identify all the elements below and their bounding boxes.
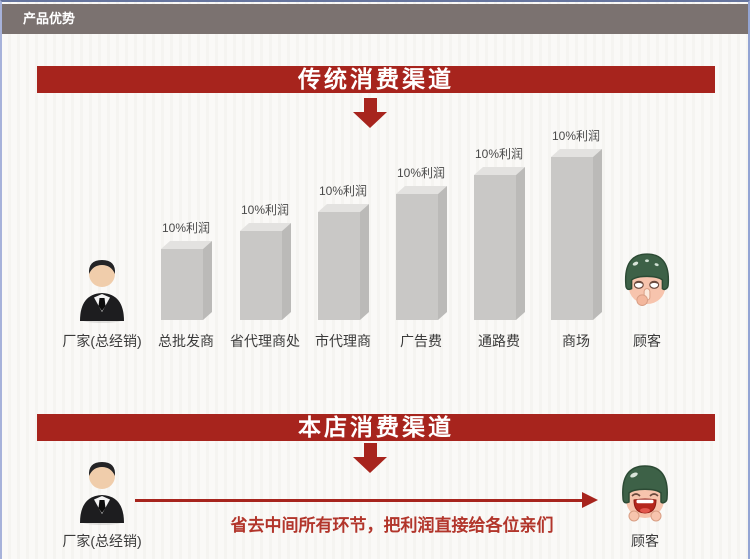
- bar-value-label: 10%利润: [240, 203, 290, 217]
- flow-start-label: 厂家(总经销): [62, 533, 142, 549]
- chart-end-column: 顾客: [602, 250, 692, 350]
- chart-start-column: 厂家(总经销): [57, 252, 147, 350]
- flow-end-column: 顾客: [600, 462, 690, 550]
- flow-start-column: 厂家(总经销): [57, 454, 147, 550]
- bar-3d: [160, 241, 212, 320]
- traditional-channel-banner: 传统消费渠道: [37, 66, 715, 93]
- bar-category-label: 广告费: [400, 333, 442, 349]
- bar-column: 10%利润省代理商处: [220, 201, 310, 350]
- chart-end-label: 顾客: [633, 333, 661, 349]
- traditional-channel-chart: 厂家(总经销) 10%利润 总批发商 10%利润 省代理商处 10%利润 市代理商 10%利…: [2, 129, 748, 350]
- bar-column: 10%利润商场: [531, 127, 621, 350]
- customer-happy-icon: [622, 465, 668, 522]
- bar-category-label: 商场: [562, 333, 590, 349]
- bar-3d: [239, 223, 291, 320]
- bar-3d: [317, 204, 369, 320]
- bar-value-label: 10%利润: [474, 147, 524, 161]
- bar-3d: [395, 186, 447, 320]
- bar-category-label: 总批发商: [158, 333, 214, 349]
- module-header: 产品优势: [2, 4, 748, 34]
- chart-start-label: 厂家(总经销): [62, 333, 142, 349]
- bar-value-label: 10%利润: [318, 184, 368, 198]
- flow-end-label: 顾客: [631, 533, 659, 549]
- bar-category-label: 通路费: [478, 333, 520, 349]
- bar-column: 10%利润通路费: [454, 145, 544, 350]
- down-arrow-stem: [363, 98, 377, 112]
- bar-value-label: 10%利润: [161, 221, 211, 235]
- flow-caption: 省去中间所有环节，把利润直接给各位亲们: [230, 516, 554, 535]
- down-arrow-icon: [353, 443, 387, 473]
- bar-column: 10%利润市代理商: [298, 182, 388, 350]
- bar-value-label: 10%利润: [396, 166, 446, 180]
- manufacturer-icon: [80, 260, 124, 323]
- bar-category-label: 省代理商处: [230, 333, 300, 349]
- bar-3d: [473, 167, 525, 320]
- store-channel-banner-label: 本店消费渠道: [298, 414, 454, 440]
- down-arrow-stem: [363, 443, 377, 457]
- customer-sad-icon: [625, 253, 669, 306]
- down-arrow-head: [353, 457, 387, 473]
- bar-column: 10%利润总批发商: [141, 219, 231, 350]
- bar-3d: [550, 149, 602, 320]
- bar-value-label: 10%利润: [551, 129, 601, 143]
- bar-category-label: 市代理商: [315, 333, 371, 349]
- down-arrow-icon: [353, 98, 387, 128]
- down-arrow-head: [353, 112, 387, 128]
- flow-arrow-icon: [135, 492, 598, 508]
- module-title: 产品优势: [23, 11, 76, 26]
- bar-column: 10%利润广告费: [376, 164, 466, 350]
- manufacturer-icon: [80, 462, 124, 525]
- store-channel-banner: 本店消费渠道: [37, 414, 715, 441]
- traditional-channel-banner-label: 传统消费渠道: [298, 66, 454, 92]
